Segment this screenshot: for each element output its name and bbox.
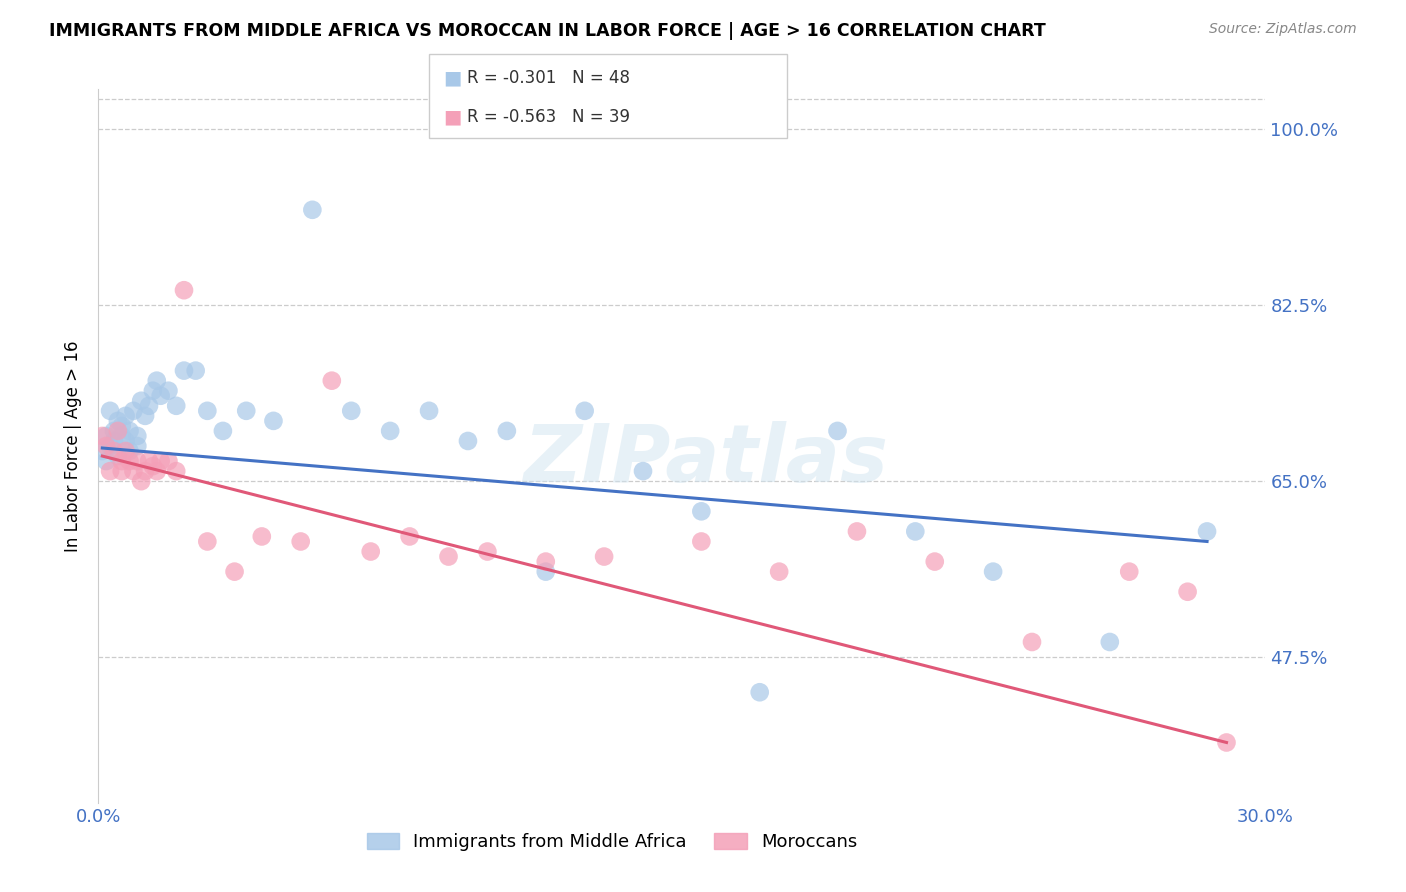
- Point: [457, 434, 479, 448]
- Point: [134, 409, 156, 423]
- Point: [184, 363, 207, 377]
- Point: [748, 685, 770, 699]
- Text: ZIPatlas: ZIPatlas: [523, 421, 887, 500]
- Point: [1195, 524, 1218, 539]
- Point: [91, 444, 114, 458]
- Point: [91, 429, 114, 443]
- Point: [96, 439, 118, 453]
- Point: [360, 544, 382, 558]
- Point: [96, 429, 118, 443]
- Point: [98, 464, 121, 478]
- Point: [111, 454, 134, 468]
- Point: [321, 374, 343, 388]
- Point: [157, 384, 180, 398]
- Point: [631, 464, 654, 478]
- Point: [165, 464, 187, 478]
- Point: [134, 464, 156, 478]
- Point: [235, 404, 257, 418]
- Point: [127, 439, 149, 453]
- Point: [118, 424, 141, 438]
- Point: [904, 524, 927, 539]
- Point: [924, 555, 946, 569]
- Point: [827, 424, 849, 438]
- Point: [103, 424, 125, 438]
- Point: [111, 418, 134, 433]
- Point: [146, 374, 169, 388]
- Point: [1098, 635, 1121, 649]
- Point: [142, 459, 165, 474]
- Point: [418, 404, 440, 418]
- Point: [165, 399, 187, 413]
- Point: [534, 555, 557, 569]
- Point: [534, 565, 557, 579]
- Point: [574, 404, 596, 418]
- Point: [142, 384, 165, 398]
- Point: [1118, 565, 1140, 579]
- Point: [290, 534, 312, 549]
- Point: [690, 504, 713, 518]
- Point: [98, 439, 121, 453]
- Point: [107, 414, 129, 428]
- Text: R = -0.563   N = 39: R = -0.563 N = 39: [467, 108, 630, 126]
- Point: [149, 454, 172, 468]
- Point: [1215, 735, 1237, 749]
- Point: [146, 464, 169, 478]
- Y-axis label: In Labor Force | Age > 16: In Labor Force | Age > 16: [65, 340, 83, 552]
- Point: [127, 454, 149, 468]
- Point: [496, 424, 519, 438]
- Text: ■: ■: [443, 107, 461, 127]
- Point: [380, 424, 402, 438]
- Point: [122, 464, 145, 478]
- Point: [477, 544, 499, 558]
- Point: [129, 474, 152, 488]
- Point: [107, 424, 129, 438]
- Point: [1021, 635, 1043, 649]
- Point: [398, 529, 420, 543]
- Point: [107, 449, 129, 463]
- Point: [437, 549, 460, 564]
- Point: [149, 389, 172, 403]
- Point: [173, 283, 195, 297]
- Point: [262, 414, 284, 428]
- Text: ■: ■: [443, 68, 461, 87]
- Point: [114, 434, 136, 448]
- Point: [127, 429, 149, 443]
- Point: [114, 444, 136, 458]
- Point: [846, 524, 869, 539]
- Point: [111, 429, 134, 443]
- Point: [122, 404, 145, 418]
- Point: [111, 464, 134, 478]
- Point: [118, 454, 141, 468]
- Text: R = -0.301   N = 48: R = -0.301 N = 48: [467, 69, 630, 87]
- Point: [138, 454, 160, 468]
- Point: [103, 444, 125, 458]
- Point: [157, 454, 180, 468]
- Point: [593, 549, 616, 564]
- Text: IMMIGRANTS FROM MIDDLE AFRICA VS MOROCCAN IN LABOR FORCE | AGE > 16 CORRELATION : IMMIGRANTS FROM MIDDLE AFRICA VS MOROCCA…: [49, 22, 1046, 40]
- Point: [98, 404, 121, 418]
- Point: [195, 534, 218, 549]
- Point: [138, 399, 160, 413]
- Point: [768, 565, 790, 579]
- Point: [981, 565, 1004, 579]
- Text: Source: ZipAtlas.com: Source: ZipAtlas.com: [1209, 22, 1357, 37]
- Point: [96, 454, 118, 468]
- Point: [690, 534, 713, 549]
- Point: [224, 565, 246, 579]
- Legend: Immigrants from Middle Africa, Moroccans: Immigrants from Middle Africa, Moroccans: [360, 825, 865, 858]
- Point: [301, 202, 323, 217]
- Point: [118, 444, 141, 458]
- Point: [1177, 584, 1199, 599]
- Point: [340, 404, 363, 418]
- Point: [103, 434, 125, 448]
- Point: [173, 363, 195, 377]
- Point: [250, 529, 273, 543]
- Point: [129, 393, 152, 408]
- Point: [114, 409, 136, 423]
- Point: [195, 404, 218, 418]
- Point: [212, 424, 235, 438]
